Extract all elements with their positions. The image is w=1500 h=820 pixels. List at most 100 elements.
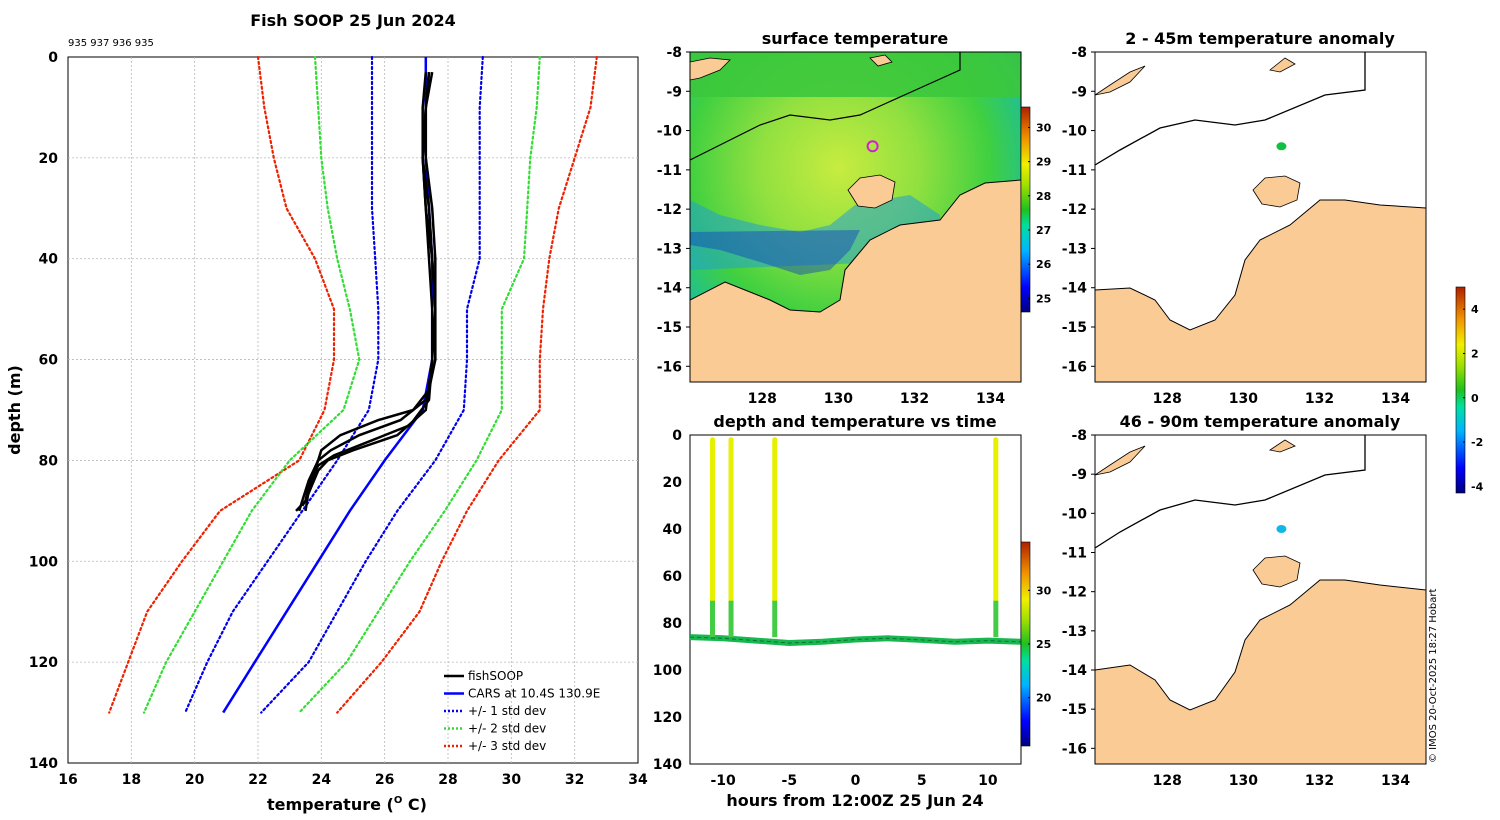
sst-land-mainland [690,180,1021,382]
depth-time-marks [689,437,1022,647]
anom-shallow-tick-labels: 128 130 132 134 -8 -9 -10 -11 -12 -13 -14 -15 -16 [1062,45,1411,407]
map-lon-tick: 130 [1229,773,1258,789]
map-lat-tick: -15 [1062,702,1087,718]
profile-tick-labels: 16 18 20 22 24 26 28 30 32 34 0 20 40 60 80 100 120 140 [29,50,648,788]
colorbar-tick-label: 4 [1471,303,1479,316]
colorbar-tick-label: 0 [1471,392,1479,405]
depth-time-ytick: 80 [663,616,683,632]
anom-shallow-title: 2 - 45m temperature anomaly [1125,29,1395,48]
map-lat-tick: -10 [1062,124,1088,140]
anom-deep-title: 46 - 90m temperature anomaly [1120,412,1401,431]
map-lat-tick: -16 [657,359,682,375]
fish-profile-line [301,71,437,507]
profile-ytick: 140 [29,756,58,772]
map-lat-tick: -11 [657,163,682,179]
colorbar-tick-label: 28 [1036,190,1051,203]
map-lon-tick: 128 [748,391,777,407]
profile-xtick: 26 [375,772,394,788]
depth-time-xtick: 0 [851,773,861,789]
profile-xtick: 16 [58,772,77,788]
profile-title: Fish SOOP 25 Jun 2024 [250,11,456,30]
depth-time-axes-frame [689,434,1022,765]
colorbar-tick-label: 20 [1036,692,1052,705]
cars-plus1-line [260,55,484,714]
colorbar-tick-label: 27 [1036,224,1051,237]
profile-xtick: 28 [438,772,457,788]
sst-tick-labels: 128 130 132 134 -8 -9 -10 -11 -12 -13 -14 -15 -16 [657,45,1006,407]
map-lat-tick: -14 [1062,281,1088,297]
map-lon-tick: 132 [900,391,929,407]
anom-deep-cast-dot [1276,525,1287,533]
sst-land-island [869,54,893,67]
map-lon-tick: 132 [1305,773,1334,789]
profile-ytick: 40 [39,252,59,268]
map-lat-tick: -8 [1071,428,1087,444]
sst-title: surface temperature [762,29,949,48]
anom-shallow-axes-frame [1094,51,1427,383]
fish-profile-line [295,71,434,512]
depth-time-ytick: 20 [663,475,683,491]
map-lat-tick: -12 [657,202,682,218]
profile-ytick: 100 [29,554,58,570]
map-lat-tick: -14 [657,281,683,297]
profile-xtick: 18 [122,772,141,788]
profile-xtick: 30 [502,772,522,788]
profile-axes-frame [67,56,639,764]
depth-time-xtick: -5 [782,773,798,789]
profile-legend: fishSOOP CARS at 10.4S 130.9E +/- 1 std de… [444,669,600,753]
sst-map-panel: surface temperature 128 130 132 134 -8 -9 -10 -… [657,29,1052,407]
anom-deep-contour [1095,435,1366,549]
legend-label: fishSOOP [468,669,523,683]
depth-time-xtick: 10 [978,773,998,789]
profile-ytick: 60 [39,353,59,369]
profile-ytick: 0 [48,50,58,66]
depth-time-ytick: 0 [672,428,682,444]
colorbar-tick-label: 26 [1036,258,1052,271]
map-lat-tick: -16 [1062,359,1087,375]
legend-label: +/- 1 std dev [468,704,546,718]
map-lon-tick: 134 [1381,773,1410,789]
map-lat-tick: -10 [657,124,683,140]
colorbar-tick-label: 2 [1471,347,1479,360]
depth-time-xlabel: hours from 12:00Z 25 Jun 24 [726,791,983,810]
colorbar-tick-label: 30 [1036,584,1052,597]
depth-time-ytick: 60 [663,569,683,585]
map-lon-tick: 128 [1153,773,1182,789]
map-lon-tick: 128 [1153,391,1182,407]
map-lon-tick: 130 [824,391,853,407]
depth-time-xtick: -10 [710,773,736,789]
map-lat-tick: -12 [1062,202,1087,218]
map-lat-tick: -8 [1071,45,1087,61]
colorbar-tick-label: 29 [1036,156,1051,169]
anom-deep-axes-frame [1094,434,1427,765]
cars-plus2-line [298,55,541,714]
bottom-track-dash [689,636,1022,644]
sst-north-band [690,52,1021,97]
profile-xtick: 34 [628,772,648,788]
profile-xtick: 20 [185,772,205,788]
anom-shallow-land-timor [1095,65,1146,96]
sst-cold-coastal-water [690,230,860,275]
map-lat-tick: -9 [666,84,682,100]
anom-shallow-contour [1095,52,1366,166]
anomaly-colorbar-ticks: -4 -2 0 2 4 [1463,303,1484,493]
map-lat-tick: -13 [657,241,682,257]
depth-time-title: depth and temperature vs time [713,412,996,431]
map-lat-tick: -9 [1071,84,1087,100]
map-lat-tick: -11 [1062,163,1087,179]
colorbar-tick-label: 25 [1036,638,1051,651]
profile-ytick: 80 [39,453,59,469]
sst-colorbar [1020,106,1031,313]
profile-grid [68,57,638,763]
cars-minus2-line [142,55,361,714]
sst-land-timor [690,57,731,81]
anom-shallow-cast-dot [1276,142,1287,151]
profile-xtick: 24 [312,772,332,788]
map-lat-tick: -14 [1062,663,1088,679]
sst-cast-location-marker [866,140,879,153]
legend-label: +/- 3 std dev [468,739,546,753]
profile-panel: 16 18 20 22 24 26 28 30 32 34 0 20 40 60 80 100 120 140 F… [5,11,648,814]
map-lat-tick: -11 [1062,546,1087,562]
profile-ylabel: depth (m) [5,365,24,455]
